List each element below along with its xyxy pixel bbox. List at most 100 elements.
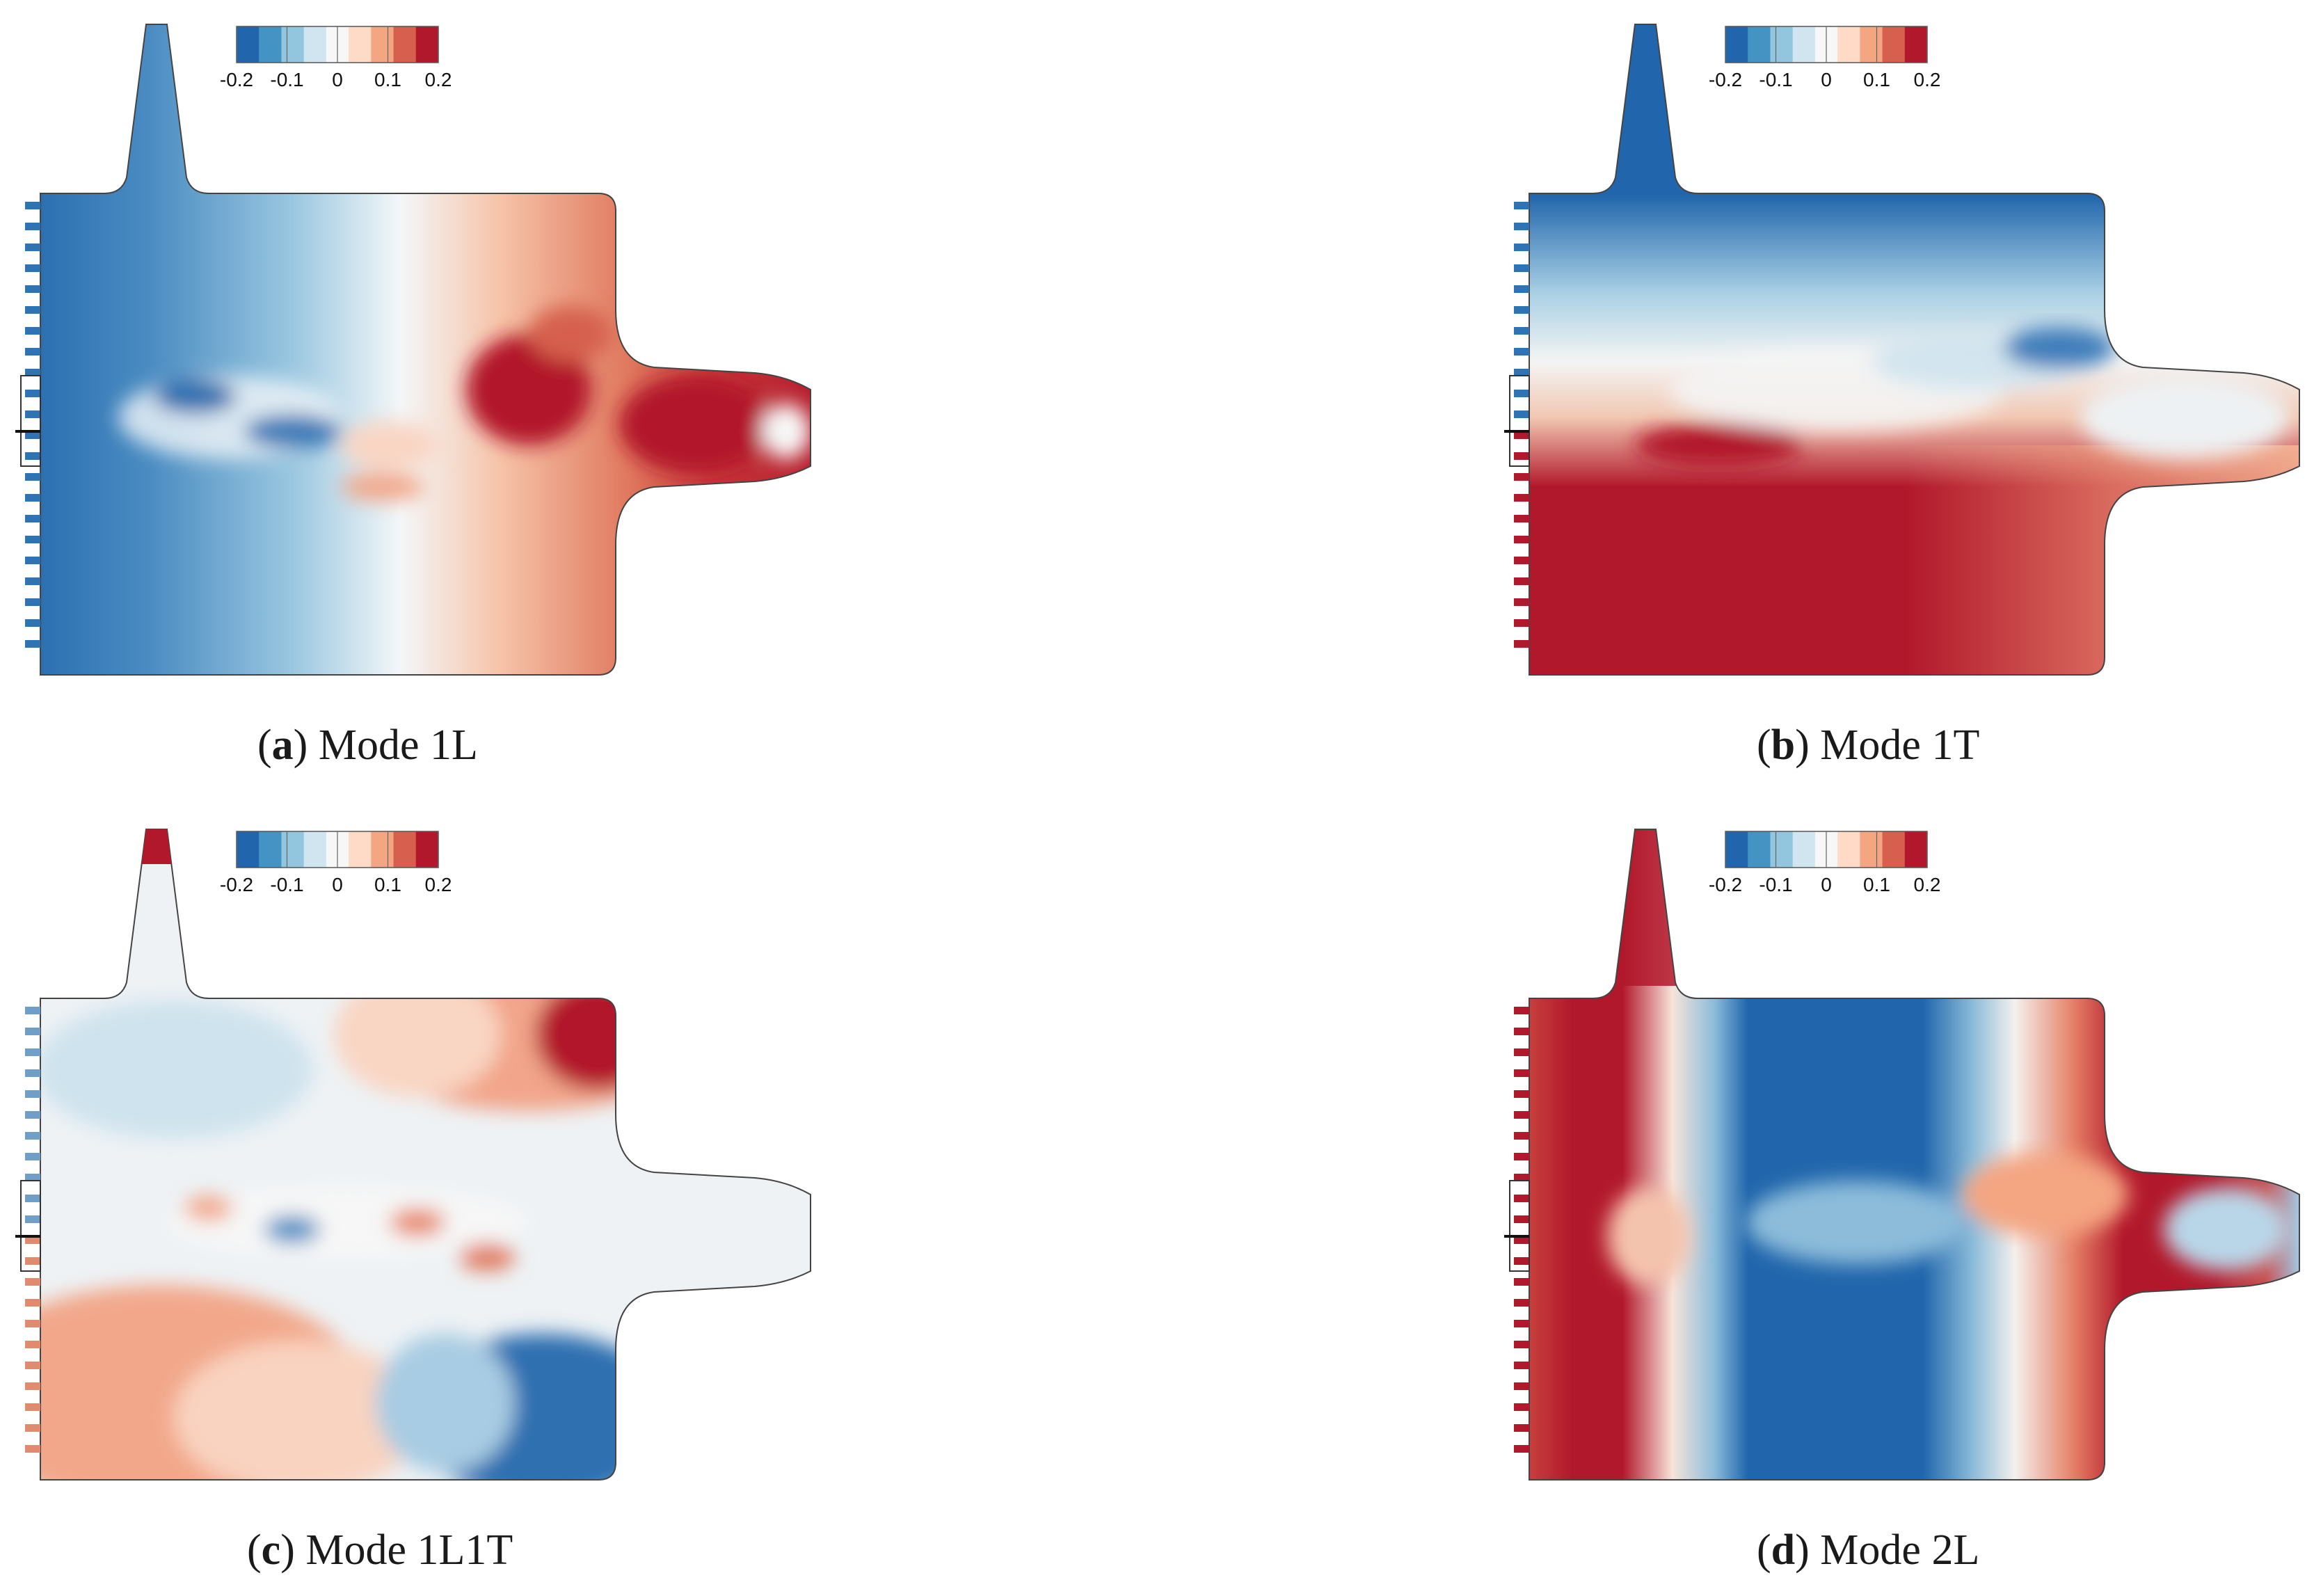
colorbar: -0.2 -0.1 0 0.1 0.2: [220, 26, 452, 90]
panel-mode-1l: -0.2 -0.1 0 0.1 0.2 (a) Mode 1L: [0, 0, 1157, 791]
colorbar-swatch: [1725, 26, 1748, 63]
injector-slot: [25, 306, 40, 314]
colorbar-tick-label: -0.1: [270, 69, 303, 90]
colorbar-swatch: [237, 831, 260, 868]
injector-slot: [1514, 1132, 1529, 1140]
injector-slot: [25, 244, 40, 251]
colorbar-tick-label: 0: [1821, 69, 1832, 90]
injector-slot: [1514, 1111, 1529, 1119]
injector-slot: [25, 410, 40, 418]
main-injector: [1509, 375, 1530, 467]
injector-slot: [1514, 473, 1529, 481]
colorbar-swatch: [259, 831, 282, 868]
injector-slot: [1514, 1445, 1529, 1453]
injector-slot: [25, 1028, 40, 1035]
colorbar-swatch: [393, 831, 417, 868]
injector-slot: [25, 598, 40, 606]
injector-slot: [1514, 410, 1529, 418]
injector-slot: [1514, 327, 1529, 335]
injector-slot: [1514, 1215, 1529, 1223]
injector-slot: [25, 431, 40, 439]
injector-slot: [25, 640, 40, 648]
injector-slot: [1514, 1382, 1529, 1390]
injector-slot: [25, 1362, 40, 1369]
injector-slot: [25, 1299, 40, 1307]
colorbar-swatch: [371, 831, 394, 868]
injector-slot: [1514, 494, 1529, 502]
panel-mode-1t: -0.2 -0.1 0 0.1 0.2 (b) Mode 1T: [1489, 0, 2314, 791]
injector-slot: [25, 369, 40, 376]
injector-slot: [1514, 1424, 1529, 1432]
injector-slot: [1514, 577, 1529, 585]
injector-slot: [1514, 1195, 1529, 1202]
colorbar-tick-label: -0.2: [1709, 874, 1742, 895]
injector-slot: [1514, 1299, 1529, 1307]
injector-slot: [1514, 244, 1529, 251]
colorbar-swatch: [281, 831, 305, 868]
injector-slot: [1514, 1362, 1529, 1369]
colorbar-swatch: [415, 831, 439, 868]
injector-slot: [25, 390, 40, 397]
colorbar-swatch: [415, 26, 439, 63]
injector-slot: [25, 1048, 40, 1056]
injector-slot: [1514, 1069, 1529, 1077]
colorbar-tick-label: -0.1: [1759, 874, 1792, 895]
contour-plot: -0.2 -0.1 0 0.1 0.2: [15, 829, 811, 1481]
colorbar-tick-label: 0: [332, 874, 343, 895]
injector-slot: [25, 202, 40, 209]
injector-slot: [25, 1382, 40, 1390]
colorbar-swatch: [393, 26, 417, 63]
colorbar-tick-label: 0.1: [1863, 69, 1890, 90]
injector-slot: [25, 1320, 40, 1327]
main-injector: [1509, 1180, 1530, 1272]
injector-slot: [25, 557, 40, 564]
injector-slot: [25, 536, 40, 543]
colorbar-swatch: [1860, 831, 1883, 868]
injector-slot: [1514, 557, 1529, 564]
injector-slot: [1514, 285, 1529, 293]
injector-slot: [25, 327, 40, 335]
injector-slot: [1514, 1278, 1529, 1286]
injector-slot: [25, 285, 40, 293]
colorbar-tick-label: 0.1: [374, 69, 401, 90]
caption-d: (d) Mode 2L: [1757, 1526, 1980, 1574]
colorbar-swatch: [1770, 831, 1794, 868]
injector-markers: [1504, 1007, 1530, 1453]
panel-mode-2l: -0.2 -0.1 0 0.1 0.2 (d) Mode 2L: [1489, 805, 2314, 1596]
caption-c: (c) Mode 1L1T: [247, 1526, 513, 1574]
colorbar-swatch: [1904, 831, 1928, 868]
colorbar-swatch: [1882, 831, 1906, 868]
injector-slot: [25, 452, 40, 460]
colorbar-tick-label: 0.2: [1914, 874, 1941, 895]
injector-slot: [1514, 1320, 1529, 1327]
injector-markers: [15, 202, 41, 648]
injector-slot: [1514, 598, 1529, 606]
colorbar-swatch: [1748, 26, 1771, 63]
colorbar-swatch: [1770, 26, 1794, 63]
injector-slot: [1514, 619, 1529, 627]
injector-slot: [1514, 1257, 1529, 1265]
injector-slot: [1514, 202, 1529, 209]
injector-slot: [25, 1090, 40, 1098]
colorbar: -0.2 -0.1 0 0.1 0.2: [1709, 26, 1940, 90]
panel-mode-1l1t: -0.2 -0.1 0 0.1 0.2 (c) Mode 1L1T: [0, 805, 1157, 1596]
colorbar-tick-label: -0.2: [220, 874, 253, 895]
injector-slot: [25, 515, 40, 522]
injector-slot: [1514, 348, 1529, 356]
colorbar-tick-label: 0.1: [1863, 874, 1890, 895]
colorbar-swatch: [1792, 26, 1816, 63]
colorbar-tick-label: 0.1: [374, 874, 401, 895]
injector-markers: [15, 1007, 41, 1453]
main-injector: [20, 1180, 41, 1272]
injector-markers: [1504, 202, 1530, 648]
colorbar-swatch: [1860, 26, 1883, 63]
injector-slot: [1514, 1174, 1529, 1181]
injector-slot: [1514, 1236, 1529, 1244]
colorbar: -0.2 -0.1 0 0.1 0.2: [220, 831, 452, 895]
colorbar-tick-label: 0: [332, 69, 343, 90]
injector-slot: [25, 619, 40, 627]
injector-slot: [1514, 1403, 1529, 1411]
caption-b: (b) Mode 1T: [1757, 721, 1980, 769]
injector-slot: [25, 223, 40, 230]
colorbar-tick-label: -0.1: [1759, 69, 1792, 90]
